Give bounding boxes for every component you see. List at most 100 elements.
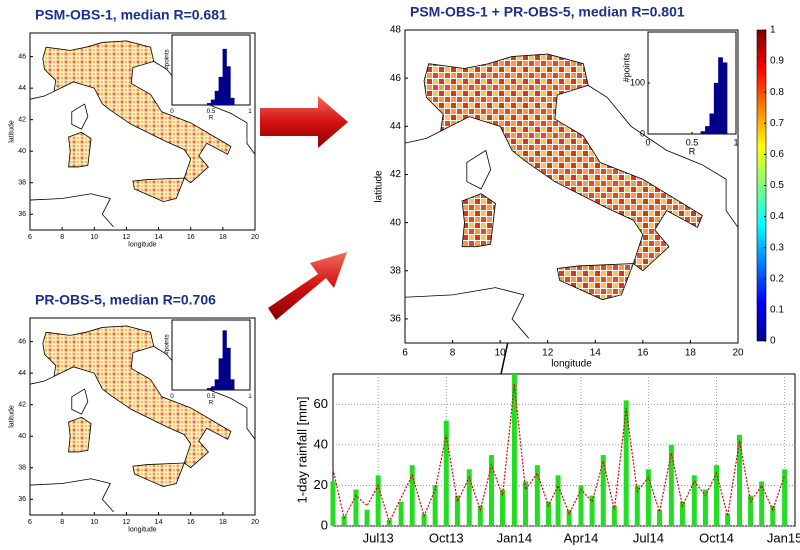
rain-bar bbox=[725, 513, 731, 526]
y-axis-label: #points bbox=[622, 53, 632, 83]
hist-bar bbox=[226, 347, 231, 391]
rain-bar bbox=[511, 374, 517, 526]
x-tick-label: 6 bbox=[28, 519, 32, 526]
x-tick-label: 12 bbox=[542, 348, 554, 359]
hist-bar bbox=[705, 126, 710, 135]
x-tick-label: 10 bbox=[90, 234, 98, 241]
y-tick-label: 44 bbox=[18, 85, 26, 92]
x-tick-label: 20 bbox=[251, 519, 259, 526]
y-tick-label: 42 bbox=[18, 402, 26, 409]
hist-bar bbox=[700, 131, 706, 135]
y-axis-label: latitude bbox=[9, 120, 16, 143]
colorbar-tick-label: 1 bbox=[770, 25, 776, 36]
arrow bbox=[268, 252, 347, 320]
rain-bar bbox=[341, 515, 347, 526]
x-axis-label: longitude bbox=[551, 359, 592, 370]
coastline bbox=[29, 193, 114, 228]
x-tick-label: 0.5 bbox=[686, 137, 699, 147]
y-tick-label: 36 bbox=[18, 211, 26, 218]
y-tick-label: 38 bbox=[390, 265, 402, 276]
x-axis-label: longitude bbox=[128, 527, 157, 534]
coastline bbox=[29, 478, 114, 513]
x-tick-label: 6 bbox=[402, 348, 408, 359]
map-title: PSM-OBS-1, median R=0.681 bbox=[35, 7, 227, 23]
land-grid bbox=[556, 263, 634, 301]
hist-bar bbox=[218, 358, 223, 391]
rain-bar bbox=[657, 509, 663, 526]
hist-bar bbox=[722, 62, 728, 135]
rain-bar bbox=[782, 469, 788, 526]
x-tick-label: 14 bbox=[155, 519, 163, 526]
hist-bar bbox=[230, 379, 235, 391]
hist-bar bbox=[218, 76, 223, 106]
x-tick-label: Jan15 bbox=[767, 530, 800, 545]
rain-bar bbox=[545, 501, 551, 526]
hist-bar bbox=[206, 388, 212, 391]
rain-bar bbox=[534, 465, 540, 526]
y-tick-label: 0 bbox=[640, 128, 645, 138]
land-grid bbox=[68, 416, 92, 453]
hist-bar bbox=[210, 99, 216, 106]
colorbar-tick-label: 0.2 bbox=[770, 273, 784, 284]
rain-bar bbox=[421, 513, 427, 526]
x-tick-label: 8 bbox=[60, 234, 64, 241]
rain-bar bbox=[330, 481, 336, 526]
land-grid bbox=[423, 53, 703, 272]
map-title: PSM-OBS-1 + PR-OBS-5, median R=0.801 bbox=[410, 4, 685, 20]
coastline bbox=[71, 103, 89, 130]
coastline bbox=[404, 130, 441, 144]
x-tick-label: 20 bbox=[251, 234, 259, 241]
x-tick-label: 6 bbox=[28, 234, 32, 241]
rain-bar bbox=[353, 489, 359, 526]
x-tick-label: 0 bbox=[170, 393, 174, 400]
map-title: PR-OBS-5, median R=0.706 bbox=[35, 292, 216, 308]
rain-bar bbox=[555, 475, 561, 526]
x-tick-label: 1 bbox=[248, 393, 252, 400]
hist-bar bbox=[226, 66, 231, 106]
rain-bar bbox=[600, 455, 606, 526]
coastline bbox=[29, 90, 55, 100]
x-tick-label: 10 bbox=[495, 348, 507, 359]
x-tick-label: 14 bbox=[155, 234, 163, 241]
colorbar-tick-label: 0.5 bbox=[770, 180, 784, 191]
y-tick-label: 100 bbox=[630, 77, 645, 87]
y-tick-label: 44 bbox=[18, 370, 26, 377]
rain-bar bbox=[679, 501, 685, 526]
y-tick-label: 42 bbox=[390, 169, 402, 180]
x-tick-label: 0.5 bbox=[207, 108, 216, 115]
rain-bar bbox=[500, 489, 506, 526]
colorbar-tick-label: 0.9 bbox=[770, 56, 784, 67]
x-tick-label: 0 bbox=[170, 108, 174, 115]
rain-bar bbox=[645, 469, 651, 526]
land-grid bbox=[42, 325, 232, 469]
coastline bbox=[587, 85, 739, 228]
hist-bar bbox=[210, 386, 216, 391]
rain-bar bbox=[477, 505, 483, 526]
rain-bar bbox=[589, 495, 595, 526]
y-tick-label: 36 bbox=[390, 314, 402, 325]
arrow bbox=[260, 96, 348, 148]
coastline bbox=[71, 388, 89, 415]
x-tick-label: 16 bbox=[187, 519, 195, 526]
y-axis-label: #points bbox=[164, 49, 171, 69]
rain-bar bbox=[566, 509, 572, 526]
rain-bar bbox=[736, 434, 742, 526]
rain-bar bbox=[443, 420, 449, 526]
rain-bar bbox=[488, 455, 494, 526]
x-tick-label: 0 bbox=[645, 137, 650, 147]
y-axis-label: #points bbox=[164, 334, 171, 354]
x-tick-label: 14 bbox=[590, 348, 602, 359]
colorbar-tick-label: 0 bbox=[770, 336, 776, 347]
hist-bar bbox=[222, 48, 227, 106]
x-tick-label: Apr14 bbox=[564, 530, 599, 545]
y-tick-label: 40 bbox=[18, 433, 26, 440]
x-tick-label: 1 bbox=[733, 137, 738, 147]
y-axis-label: latitude bbox=[374, 170, 385, 203]
x-tick-label: 20 bbox=[732, 348, 744, 359]
land-grid bbox=[132, 177, 185, 203]
y-tick-label: 44 bbox=[390, 121, 402, 132]
x-axis-label: R bbox=[209, 114, 214, 121]
y-tick-label: 40 bbox=[390, 217, 402, 228]
hist-bar bbox=[718, 57, 723, 135]
